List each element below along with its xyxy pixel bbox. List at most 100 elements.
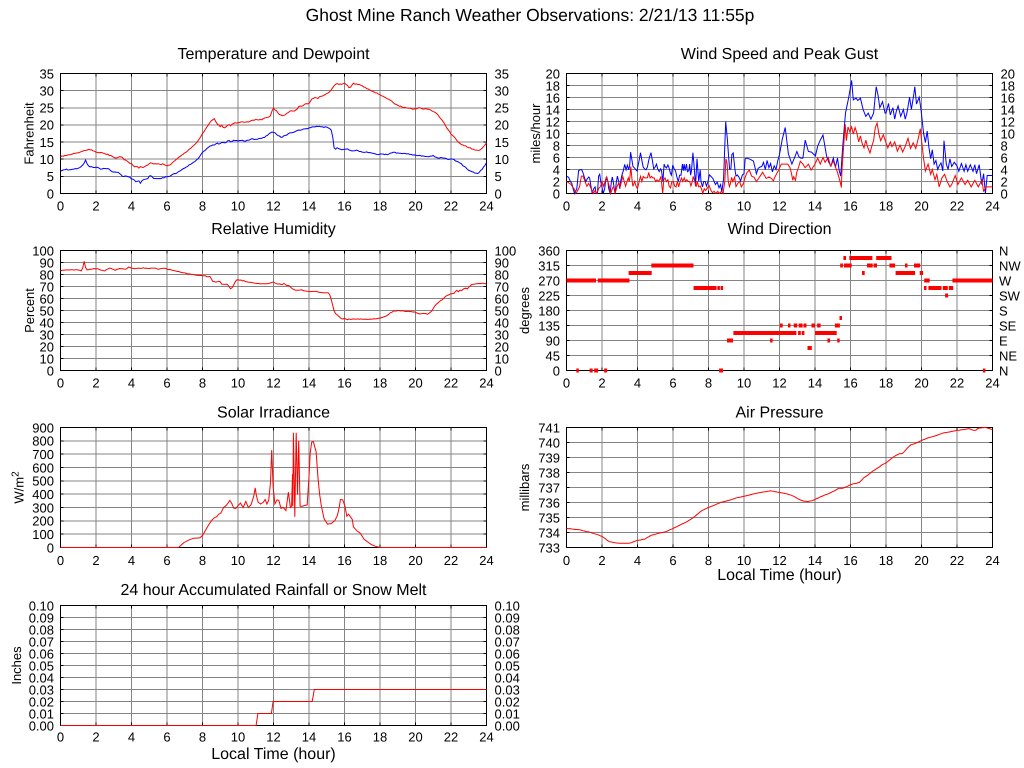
svg-text:25: 25 — [40, 101, 54, 116]
svg-text:24: 24 — [985, 198, 999, 213]
svg-text:0: 0 — [47, 186, 54, 201]
svg-text:12: 12 — [772, 375, 786, 390]
svg-text:millibars: millibars — [517, 463, 532, 511]
svg-text:0: 0 — [495, 363, 502, 378]
svg-text:8: 8 — [705, 553, 712, 568]
svg-text:14: 14 — [808, 198, 822, 213]
svg-text:5: 5 — [495, 169, 502, 184]
svg-text:0: 0 — [47, 540, 54, 555]
svg-text:8: 8 — [199, 730, 206, 745]
svg-text:S: S — [999, 303, 1008, 318]
svg-text:20: 20 — [914, 553, 928, 568]
svg-text:0.04: 0.04 — [495, 670, 520, 685]
svg-text:0: 0 — [57, 553, 64, 568]
svg-text:100: 100 — [32, 243, 54, 258]
svg-text:20: 20 — [495, 118, 509, 133]
svg-text:0.07: 0.07 — [29, 634, 54, 649]
svg-text:6: 6 — [669, 198, 676, 213]
svg-text:0: 0 — [563, 198, 570, 213]
svg-text:24: 24 — [479, 730, 493, 745]
svg-text:22: 22 — [950, 375, 964, 390]
svg-text:20: 20 — [546, 66, 560, 81]
svg-text:24: 24 — [479, 553, 493, 568]
svg-text:4: 4 — [634, 375, 641, 390]
svg-text:14: 14 — [302, 553, 316, 568]
svg-text:4: 4 — [128, 198, 135, 213]
svg-text:Inches: Inches — [9, 646, 24, 685]
svg-text:30: 30 — [495, 327, 509, 342]
svg-text:0.03: 0.03 — [29, 682, 54, 697]
svg-text:4: 4 — [1001, 162, 1008, 177]
svg-text:0: 0 — [563, 375, 570, 390]
svg-text:24: 24 — [985, 553, 999, 568]
svg-text:360: 360 — [538, 243, 560, 258]
svg-text:90: 90 — [495, 255, 509, 270]
svg-text:30: 30 — [40, 83, 54, 98]
svg-text:60: 60 — [40, 291, 54, 306]
svg-text:22: 22 — [444, 730, 458, 745]
svg-text:22: 22 — [950, 198, 964, 213]
svg-text:0.05: 0.05 — [495, 658, 520, 673]
svg-text:70: 70 — [40, 279, 54, 294]
svg-text:8: 8 — [199, 198, 206, 213]
svg-text:8: 8 — [199, 375, 206, 390]
svg-text:8: 8 — [705, 375, 712, 390]
svg-text:20: 20 — [914, 375, 928, 390]
svg-text:70: 70 — [495, 279, 509, 294]
svg-text:8: 8 — [1001, 138, 1008, 153]
svg-text:0.10: 0.10 — [495, 598, 520, 613]
svg-text:40: 40 — [495, 315, 509, 330]
svg-text:135: 135 — [538, 318, 560, 333]
svg-text:24 hour Accumulated Rainfall o: 24 hour Accumulated Rainfall or Snow Mel… — [121, 582, 427, 599]
svg-text:6: 6 — [163, 730, 170, 745]
svg-text:12: 12 — [1001, 114, 1015, 129]
svg-text:18: 18 — [879, 553, 893, 568]
svg-text:800: 800 — [32, 434, 54, 449]
svg-text:739: 739 — [538, 450, 560, 465]
svg-text:0.03: 0.03 — [495, 682, 520, 697]
svg-text:50: 50 — [495, 303, 509, 318]
svg-text:16: 16 — [337, 730, 351, 745]
svg-text:2: 2 — [598, 198, 605, 213]
svg-text:E: E — [999, 333, 1008, 348]
svg-text:734: 734 — [538, 525, 560, 540]
svg-text:20: 20 — [408, 375, 422, 390]
svg-text:8: 8 — [199, 553, 206, 568]
svg-text:5: 5 — [47, 169, 54, 184]
svg-text:20: 20 — [408, 198, 422, 213]
svg-text:200: 200 — [32, 514, 54, 529]
svg-text:16: 16 — [546, 90, 560, 105]
svg-text:741: 741 — [538, 420, 560, 435]
svg-text:20: 20 — [40, 339, 54, 354]
svg-text:15: 15 — [495, 135, 509, 150]
svg-text:50: 50 — [40, 303, 54, 318]
svg-text:0.00: 0.00 — [29, 718, 54, 733]
svg-text:500: 500 — [32, 474, 54, 489]
svg-text:0.05: 0.05 — [29, 658, 54, 673]
svg-text:45: 45 — [546, 348, 560, 363]
svg-text:2: 2 — [553, 174, 560, 189]
svg-text:0: 0 — [1001, 186, 1008, 201]
svg-text:80: 80 — [495, 267, 509, 282]
svg-text:900: 900 — [32, 420, 54, 435]
svg-text:20: 20 — [40, 118, 54, 133]
svg-text:W: W — [999, 273, 1012, 288]
svg-text:733: 733 — [538, 540, 560, 555]
svg-text:6: 6 — [163, 375, 170, 390]
svg-text:737: 737 — [538, 480, 560, 495]
svg-text:736: 736 — [538, 495, 560, 510]
svg-text:18: 18 — [879, 198, 893, 213]
svg-text:12: 12 — [772, 198, 786, 213]
svg-text:30: 30 — [495, 83, 509, 98]
svg-text:4: 4 — [553, 162, 560, 177]
svg-text:14: 14 — [302, 375, 316, 390]
svg-text:80: 80 — [40, 267, 54, 282]
svg-text:4: 4 — [634, 198, 641, 213]
svg-text:100: 100 — [32, 527, 54, 542]
svg-text:12: 12 — [266, 730, 280, 745]
svg-text:22: 22 — [444, 198, 458, 213]
svg-text:12: 12 — [546, 114, 560, 129]
svg-text:22: 22 — [444, 375, 458, 390]
svg-text:6: 6 — [669, 375, 676, 390]
svg-text:0.09: 0.09 — [495, 610, 520, 625]
